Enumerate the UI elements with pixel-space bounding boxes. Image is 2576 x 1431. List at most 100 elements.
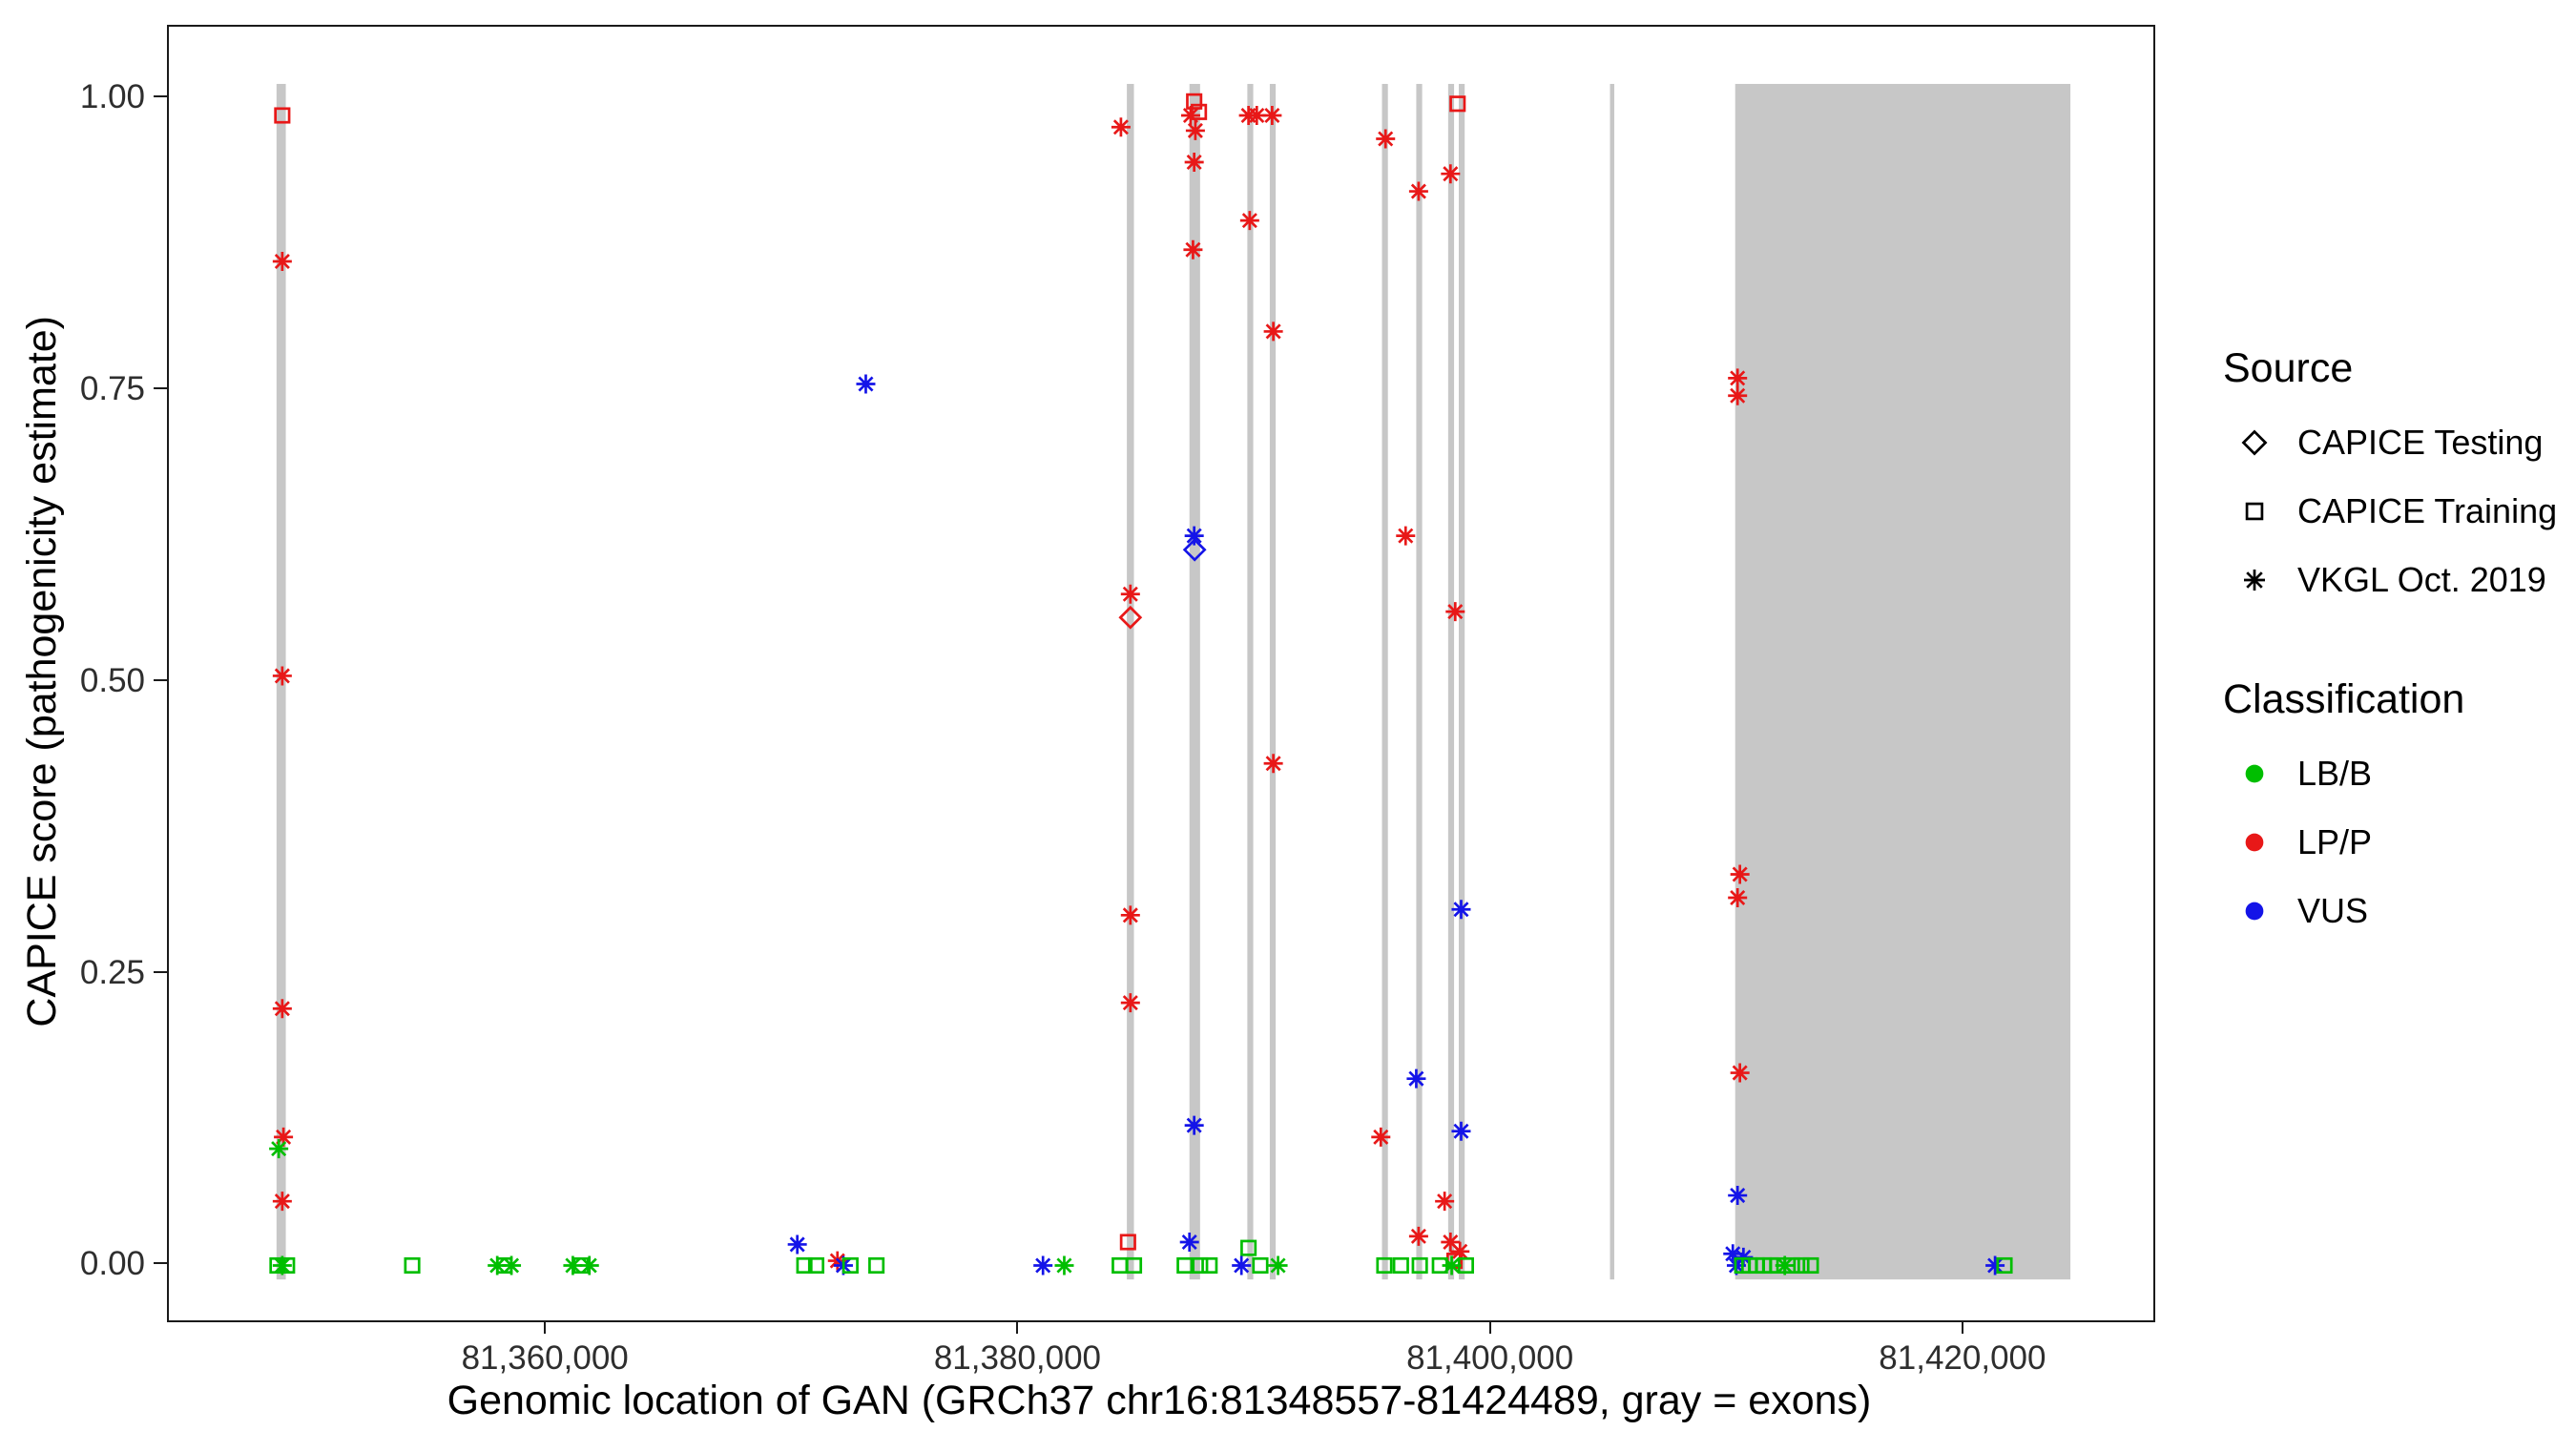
- data-point: [1120, 905, 1140, 925]
- data-point: [1793, 1256, 1810, 1275]
- data-point: [563, 1255, 583, 1275]
- data-point: [1802, 1256, 1819, 1275]
- data-point: [1371, 1127, 1391, 1147]
- data-point: [1120, 993, 1140, 1013]
- data-point: [856, 374, 876, 394]
- y-axis-tick-label: 0.00: [79, 1245, 145, 1283]
- y-axis-tick-label: 0.75: [79, 369, 145, 407]
- data-point: [1723, 1244, 1743, 1264]
- legend-item-label: VKGL Oct. 2019: [2297, 560, 2546, 599]
- data-point: [1376, 129, 1396, 149]
- data-point: [1396, 526, 1416, 546]
- legend-classification-title: Classification: [2223, 676, 2465, 722]
- exon-region: [1381, 83, 1388, 1280]
- y-axis-tick-label: 0.50: [79, 661, 145, 699]
- data-point: [1728, 368, 1748, 388]
- x-axis-tick-label: 81,400,000: [1406, 1339, 1574, 1377]
- x-axis-tick: [1016, 1320, 1019, 1334]
- exon-region: [1189, 83, 1200, 1280]
- data-point: [1182, 537, 1207, 562]
- legend-item-capice-testing: CAPICE Testing: [2223, 421, 2566, 465]
- exon-region: [1610, 83, 1614, 1280]
- data-point: [1734, 1247, 1754, 1267]
- data-point: [787, 1234, 807, 1255]
- data-point: [1183, 239, 1203, 259]
- data-point: [269, 1139, 289, 1159]
- circle-key-icon: [2245, 764, 2264, 783]
- asterisk-key-icon: [2244, 570, 2265, 591]
- legend-item-vus: VUS: [2223, 889, 2566, 933]
- data-point: [1449, 95, 1466, 113]
- data-point: [579, 1255, 599, 1275]
- data-point: [1441, 164, 1461, 184]
- diamond-key-icon: [2241, 429, 2268, 456]
- data-point: [1232, 1255, 1252, 1275]
- data-point: [272, 999, 292, 1019]
- circle-key-glyph: [2245, 902, 2264, 921]
- data-point: [272, 1192, 292, 1212]
- data-point: [272, 666, 292, 686]
- data-point: [274, 1127, 294, 1147]
- circle-key-icon: [2245, 902, 2264, 921]
- data-point: [1408, 181, 1428, 201]
- exon-region: [1459, 83, 1465, 1280]
- legend-source-items: CAPICE Testing CAPICE Training VKGL Oct. 2…: [2223, 421, 2566, 602]
- data-point: [1451, 900, 1471, 920]
- data-point: [1111, 1256, 1129, 1275]
- x-axis-title: Genomic location of GAN (GRCh37 chr16:81…: [447, 1378, 1872, 1423]
- exon-region: [1269, 83, 1277, 1280]
- y-axis-title: CAPICE score (pathogenicity estimate): [18, 316, 65, 1027]
- y-axis-tick: [154, 970, 167, 973]
- exon-region: [1416, 83, 1423, 1280]
- data-point: [1392, 1256, 1409, 1275]
- circle-key-glyph: [2245, 764, 2264, 783]
- legend-source-title: Source: [2223, 345, 2354, 391]
- x-axis-tick: [544, 1320, 547, 1334]
- legend-item-label: CAPICE Testing: [2297, 423, 2544, 462]
- asterisk-key-glyph: [2244, 570, 2265, 591]
- legend-item-label: VUS: [2297, 891, 2369, 930]
- data-point: [1111, 117, 1131, 137]
- data-point: [272, 1255, 292, 1275]
- diamond-key-glyph: [2241, 429, 2268, 456]
- data-point: [1263, 321, 1283, 342]
- data-point: [1252, 1256, 1269, 1275]
- y-axis-tick: [154, 678, 167, 681]
- data-point: [1445, 602, 1465, 622]
- exon-region: [1735, 83, 2071, 1280]
- data-point: [1442, 1255, 1462, 1275]
- data-point: [841, 1256, 859, 1275]
- plot-area: [269, 83, 2071, 1280]
- exon-region: [1247, 83, 1254, 1280]
- data-point: [1240, 1239, 1257, 1256]
- data-point: [1408, 1226, 1428, 1246]
- data-point: [1262, 106, 1282, 126]
- data-point: [1450, 1241, 1470, 1261]
- data-point: [1120, 584, 1140, 604]
- y-axis-tick: [154, 386, 167, 389]
- legend-item-lp-p: LP/P: [2223, 820, 2566, 864]
- plot-panel: [167, 25, 2155, 1322]
- data-point: [1411, 1256, 1428, 1275]
- data-point: [807, 1256, 825, 1275]
- legend-item-label: LB/B: [2297, 754, 2373, 793]
- data-point: [404, 1256, 421, 1275]
- data-point: [502, 1255, 522, 1275]
- data-point: [1179, 1233, 1199, 1252]
- y-axis-title-wrap: CAPICE score (pathogenicity estimate): [13, 25, 71, 1318]
- data-point: [1247, 106, 1267, 126]
- data-point: [1201, 1256, 1218, 1275]
- x-axis-tick: [1961, 1320, 1963, 1334]
- data-point: [1180, 106, 1200, 126]
- legend-item-label: CAPICE Training: [2297, 491, 2558, 530]
- data-point: [1730, 1063, 1750, 1083]
- x-axis-tick-label: 81,360,000: [461, 1339, 629, 1377]
- legend-classification-items: LB/B LP/P VUS: [2223, 752, 2566, 933]
- data-point: [1184, 1115, 1204, 1135]
- legend-item-vkgl-oct-2019: VKGL Oct. 2019: [2223, 558, 2566, 602]
- data-point: [1728, 385, 1748, 405]
- data-point: [1376, 1256, 1393, 1275]
- data-point: [1435, 1192, 1455, 1212]
- data-point: [1985, 1255, 2005, 1275]
